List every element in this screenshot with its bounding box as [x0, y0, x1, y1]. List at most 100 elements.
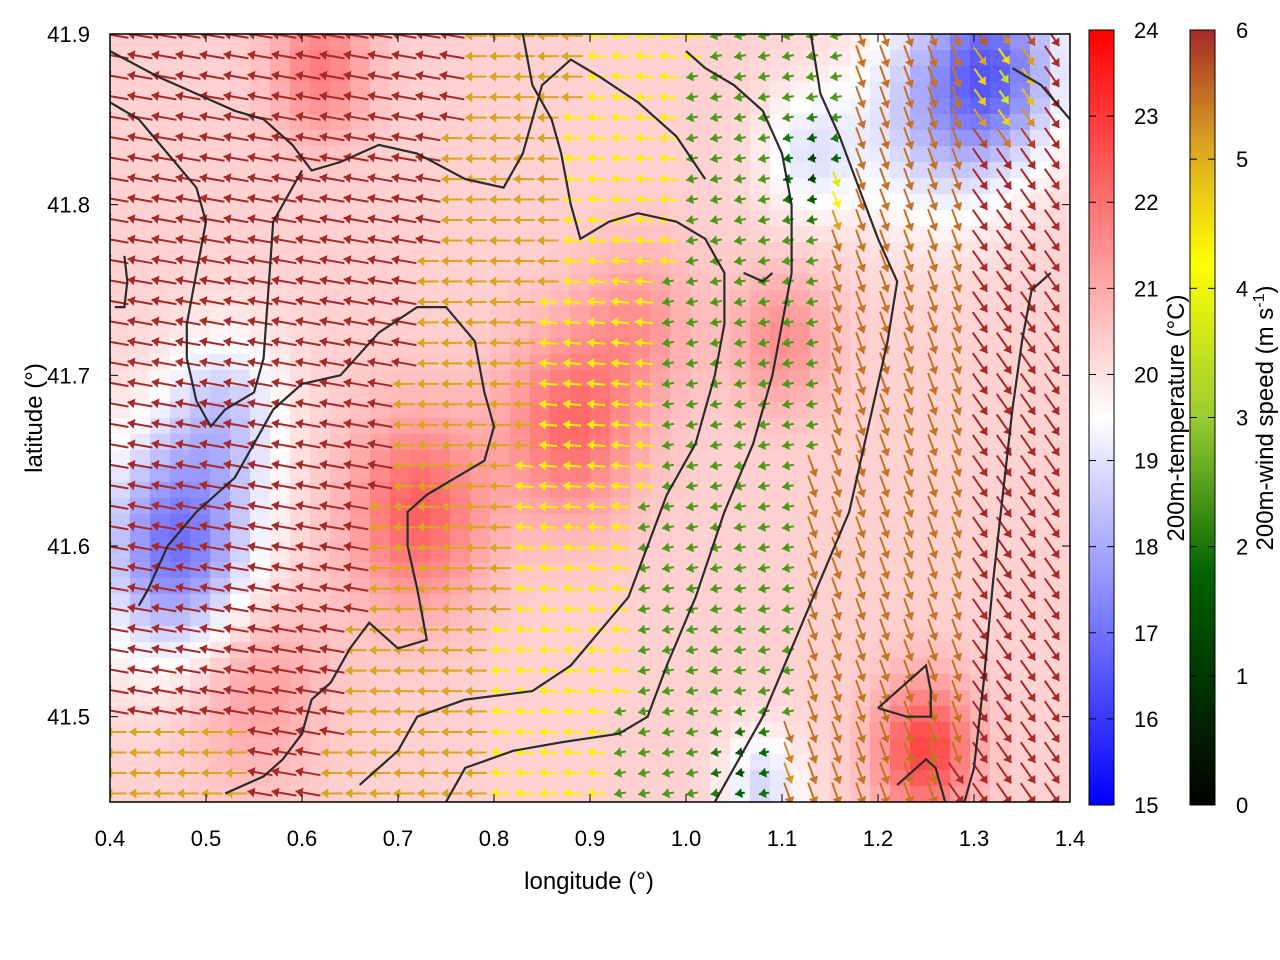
temperature-cell	[470, 674, 491, 691]
wind-vector-head	[153, 747, 161, 758]
temperature-cell	[110, 338, 131, 355]
temperature-cell	[890, 114, 911, 131]
temperature-cell	[610, 322, 631, 339]
wind-vector-head	[295, 787, 304, 798]
temperature-cell	[890, 738, 911, 755]
temperature-cell	[790, 498, 811, 515]
temperature-cell	[350, 242, 371, 259]
temperature-cell	[650, 594, 671, 611]
wind-vector-head	[199, 316, 208, 327]
temperature-cell	[610, 194, 631, 211]
temperature-cell	[290, 226, 311, 243]
temperature-cell	[910, 738, 931, 755]
wind-vector-head	[127, 91, 136, 102]
temperature-cell	[710, 706, 731, 723]
temperature-cell	[710, 306, 731, 323]
temperature-cell	[210, 738, 231, 755]
temperature-cell	[1050, 658, 1070, 675]
temperature-cell	[470, 402, 491, 419]
temperature-cell	[670, 98, 691, 115]
temperature-cell	[850, 66, 871, 83]
temperature-cell	[1030, 98, 1051, 115]
wind-vector-head	[247, 173, 256, 183]
temperature-cell	[910, 642, 931, 659]
temperature-cell	[250, 562, 271, 579]
temperature-cell	[410, 370, 431, 387]
temperature-cell	[710, 194, 731, 211]
temperature-cell	[790, 226, 811, 243]
temperature-cell	[390, 98, 411, 115]
temperature-cell	[710, 98, 731, 115]
temperature-cell	[870, 658, 891, 675]
temperature-cell	[570, 66, 591, 83]
temperature-cell	[630, 674, 651, 691]
temperature-cell	[610, 338, 631, 355]
temperature-cell	[610, 242, 631, 259]
wind-vector-head	[295, 623, 304, 634]
temperature-cell	[590, 546, 611, 563]
temperature-cell	[430, 306, 451, 323]
temperature-cell	[470, 530, 491, 547]
wind-vector-shaft	[110, 648, 129, 654]
wind-vector-head	[127, 111, 136, 122]
temperature-cell	[730, 530, 751, 547]
temperature-cell	[170, 370, 191, 387]
temperature-cell	[530, 226, 551, 243]
temperature-cell	[450, 594, 471, 611]
temperature-cell	[670, 466, 691, 483]
temperature-cell	[1030, 658, 1051, 675]
temperature-cell	[290, 322, 311, 339]
temperature-cell	[890, 450, 911, 467]
temperature-cell	[730, 306, 751, 323]
temperature-cell	[750, 754, 771, 771]
temperature-cell	[570, 610, 591, 627]
temperature-cell	[890, 130, 911, 147]
temperature-cell	[770, 98, 791, 115]
temperature-cell	[470, 50, 491, 67]
temperature-cell	[1030, 578, 1051, 595]
temperature-cell	[890, 242, 911, 259]
temperature-cell	[230, 162, 251, 179]
temperature-cell	[850, 386, 871, 403]
wind-vector-head	[129, 747, 137, 758]
temperature-cell	[470, 658, 491, 675]
wind-vector-head	[223, 152, 232, 163]
wind-vector-head	[151, 685, 160, 695]
temperature-cell	[570, 82, 591, 99]
wind-vector-head	[199, 275, 208, 286]
temperature-cell	[690, 770, 711, 787]
temperature-cell	[330, 770, 351, 787]
temperature-cell	[650, 178, 671, 195]
temperature-cell	[730, 226, 751, 243]
wind-vector-head	[127, 255, 136, 265]
temperature-cell	[530, 194, 551, 211]
temperature-cell	[430, 178, 451, 195]
temperature-cell	[1010, 610, 1031, 627]
temperature-cell	[170, 242, 191, 259]
temperature-cell	[130, 386, 151, 403]
temperature-cell	[230, 610, 251, 627]
temperature-cell	[190, 98, 211, 115]
temperature-cell	[810, 450, 831, 467]
temperature-cell	[750, 482, 771, 499]
temperature-cell	[670, 34, 691, 51]
temperature-cell	[550, 594, 571, 611]
temperature-cell	[470, 114, 491, 131]
wind-vector-head	[271, 50, 280, 61]
wind-vector-head	[295, 767, 304, 777]
wind-vector-head	[271, 439, 280, 450]
wind-vector-head	[319, 459, 328, 470]
wind-vector-head	[247, 132, 256, 143]
temperature-cell	[210, 242, 231, 259]
temperature-cell	[950, 578, 971, 595]
temperature-cell	[330, 722, 351, 739]
temperature-cell	[650, 498, 671, 515]
wind-vector-head	[321, 768, 329, 778]
wind-vector-head	[199, 337, 208, 347]
temperature-cell	[930, 146, 951, 163]
temperature-cell	[530, 178, 551, 195]
temperature-cell	[590, 610, 611, 627]
temperature-cell	[1010, 658, 1031, 675]
temperature-cell	[610, 162, 631, 179]
wind-vector-head	[199, 173, 208, 183]
